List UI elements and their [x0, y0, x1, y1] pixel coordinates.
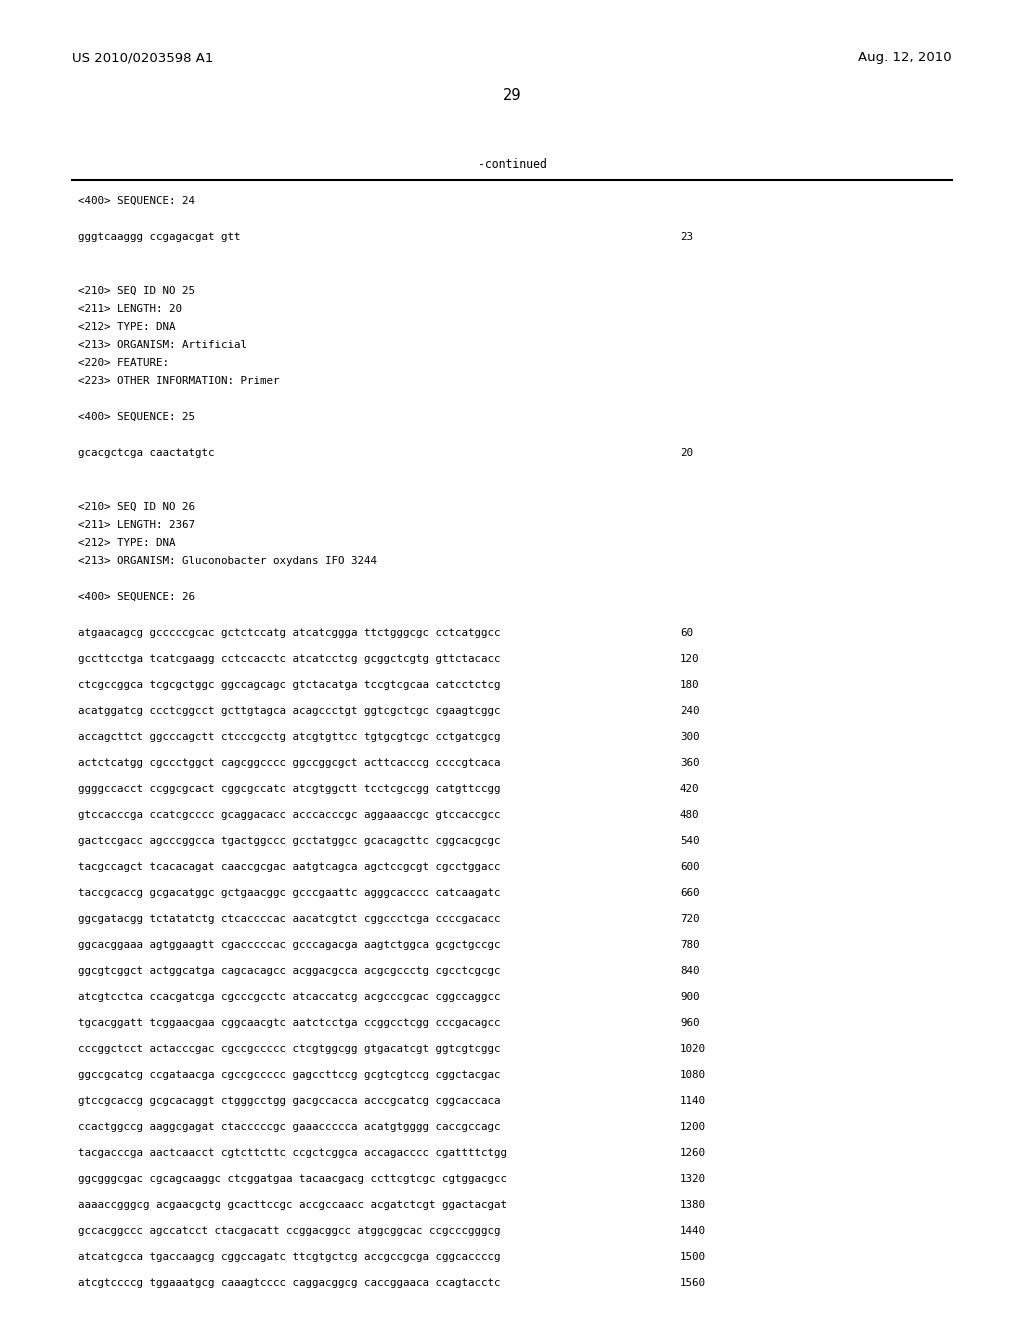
Text: <212> TYPE: DNA: <212> TYPE: DNA [78, 539, 175, 548]
Text: <211> LENGTH: 20: <211> LENGTH: 20 [78, 304, 182, 314]
Text: actctcatgg cgccctggct cagcggcccc ggccggcgct acttcacccg ccccgtcaca: actctcatgg cgccctggct cagcggcccc ggccggc… [78, 758, 501, 768]
Text: atcatcgcca tgaccaagcg cggccagatc ttcgtgctcg accgccgcga cggcaccccg: atcatcgcca tgaccaagcg cggccagatc ttcgtgc… [78, 1251, 501, 1262]
Text: <211> LENGTH: 2367: <211> LENGTH: 2367 [78, 520, 195, 531]
Text: acatggatcg ccctcggcct gcttgtagca acagccctgt ggtcgctcgc cgaagtcggc: acatggatcg ccctcggcct gcttgtagca acagccc… [78, 706, 501, 715]
Text: ggcgtcggct actggcatga cagcacagcc acggacgcca acgcgccctg cgcctcgcgc: ggcgtcggct actggcatga cagcacagcc acggacg… [78, 966, 501, 975]
Text: atgaacagcg gcccccgcac gctctccatg atcatcggga ttctgggcgc cctcatggcc: atgaacagcg gcccccgcac gctctccatg atcatcg… [78, 628, 501, 638]
Text: Aug. 12, 2010: Aug. 12, 2010 [858, 51, 952, 65]
Text: 1560: 1560 [680, 1278, 706, 1288]
Text: 1500: 1500 [680, 1251, 706, 1262]
Text: 420: 420 [680, 784, 699, 795]
Text: cccggctcct actacccgac cgccgccccc ctcgtggcgg gtgacatcgt ggtcgtcggc: cccggctcct actacccgac cgccgccccc ctcgtgg… [78, 1044, 501, 1053]
Text: gccacggccc agccatcct ctacgacatt ccggacggcc atggcggcac ccgcccgggcg: gccacggccc agccatcct ctacgacatt ccggacgg… [78, 1226, 501, 1236]
Text: 960: 960 [680, 1018, 699, 1028]
Text: gcacgctcga caactatgtc: gcacgctcga caactatgtc [78, 447, 214, 458]
Text: atcgtccccg tggaaatgcg caaagtcccc caggacggcg caccggaaca ccagtacctc: atcgtccccg tggaaatgcg caaagtcccc caggacg… [78, 1278, 501, 1288]
Text: 1260: 1260 [680, 1148, 706, 1158]
Text: ggcgatacgg tctatatctg ctcaccccac aacatcgtct cggccctcga ccccgacacc: ggcgatacgg tctatatctg ctcaccccac aacatcg… [78, 913, 501, 924]
Text: 1080: 1080 [680, 1071, 706, 1080]
Text: 480: 480 [680, 810, 699, 820]
Text: 20: 20 [680, 447, 693, 458]
Text: ggccgcatcg ccgataacga cgccgccccc gagccttccg gcgtcgtccg cggctacgac: ggccgcatcg ccgataacga cgccgccccc gagcctt… [78, 1071, 501, 1080]
Text: <212> TYPE: DNA: <212> TYPE: DNA [78, 322, 175, 333]
Text: 360: 360 [680, 758, 699, 768]
Text: atcgtcctca ccacgatcga cgcccgcctc atcaccatcg acgcccgcac cggccaggcc: atcgtcctca ccacgatcga cgcccgcctc atcacca… [78, 993, 501, 1002]
Text: <213> ORGANISM: Artificial: <213> ORGANISM: Artificial [78, 341, 247, 350]
Text: <220> FEATURE:: <220> FEATURE: [78, 358, 169, 368]
Text: 900: 900 [680, 993, 699, 1002]
Text: 240: 240 [680, 706, 699, 715]
Text: -continued: -continued [477, 158, 547, 172]
Text: 1200: 1200 [680, 1122, 706, 1133]
Text: tacgacccga aactcaacct cgtcttcttc ccgctcggca accagacccc cgattttctgg: tacgacccga aactcaacct cgtcttcttc ccgctcg… [78, 1148, 507, 1158]
Text: ggcgggcgac cgcagcaaggc ctcggatgaa tacaacgacg ccttcgtcgc cgtggacgcc: ggcgggcgac cgcagcaaggc ctcggatgaa tacaac… [78, 1173, 507, 1184]
Text: ggggccacct ccggcgcact cggcgccatc atcgtggctt tcctcgccgg catgttccgg: ggggccacct ccggcgcact cggcgccatc atcgtgg… [78, 784, 501, 795]
Text: tgcacggatt tcggaacgaa cggcaacgtc aatctcctga ccggcctcgg cccgacagcc: tgcacggatt tcggaacgaa cggcaacgtc aatctcc… [78, 1018, 501, 1028]
Text: 600: 600 [680, 862, 699, 873]
Text: <210> SEQ ID NO 25: <210> SEQ ID NO 25 [78, 286, 195, 296]
Text: <400> SEQUENCE: 25: <400> SEQUENCE: 25 [78, 412, 195, 422]
Text: 29: 29 [503, 87, 521, 103]
Text: 180: 180 [680, 680, 699, 690]
Text: taccgcaccg gcgacatggc gctgaacggc gcccgaattc agggcacccc catcaagatc: taccgcaccg gcgacatggc gctgaacggc gcccgaa… [78, 888, 501, 898]
Text: 1380: 1380 [680, 1200, 706, 1210]
Text: 60: 60 [680, 628, 693, 638]
Text: <400> SEQUENCE: 26: <400> SEQUENCE: 26 [78, 591, 195, 602]
Text: 300: 300 [680, 733, 699, 742]
Text: 720: 720 [680, 913, 699, 924]
Text: tacgccagct tcacacagat caaccgcgac aatgtcagca agctccgcgt cgcctggacc: tacgccagct tcacacagat caaccgcgac aatgtca… [78, 862, 501, 873]
Text: gggtcaaggg ccgagacgat gtt: gggtcaaggg ccgagacgat gtt [78, 232, 241, 242]
Text: 1140: 1140 [680, 1096, 706, 1106]
Text: 1020: 1020 [680, 1044, 706, 1053]
Text: US 2010/0203598 A1: US 2010/0203598 A1 [72, 51, 213, 65]
Text: 1320: 1320 [680, 1173, 706, 1184]
Text: gactccgacc agcccggcca tgactggccc gcctatggcc gcacagcttc cggcacgcgc: gactccgacc agcccggcca tgactggccc gcctatg… [78, 836, 501, 846]
Text: ggcacggaaa agtggaagtt cgacccccac gcccagacga aagtctggca gcgctgccgc: ggcacggaaa agtggaagtt cgacccccac gcccaga… [78, 940, 501, 950]
Text: 780: 780 [680, 940, 699, 950]
Text: 120: 120 [680, 653, 699, 664]
Text: gtccacccga ccatcgcccc gcaggacacc acccacccgc aggaaaccgc gtccaccgcc: gtccacccga ccatcgcccc gcaggacacc acccacc… [78, 810, 501, 820]
Text: <223> OTHER INFORMATION: Primer: <223> OTHER INFORMATION: Primer [78, 376, 280, 385]
Text: <210> SEQ ID NO 26: <210> SEQ ID NO 26 [78, 502, 195, 512]
Text: ccactggccg aaggcgagat ctacccccgc gaaaccccca acatgtgggg caccgccagc: ccactggccg aaggcgagat ctacccccgc gaaaccc… [78, 1122, 501, 1133]
Text: aaaaccgggcg acgaacgctg gcacttccgc accgccaacc acgatctcgt ggactacgat: aaaaccgggcg acgaacgctg gcacttccgc accgcc… [78, 1200, 507, 1210]
Text: ctcgccggca tcgcgctggc ggccagcagc gtctacatga tccgtcgcaa catcctctcg: ctcgccggca tcgcgctggc ggccagcagc gtctaca… [78, 680, 501, 690]
Text: accagcttct ggcccagctt ctcccgcctg atcgtgttcc tgtgcgtcgc cctgatcgcg: accagcttct ggcccagctt ctcccgcctg atcgtgt… [78, 733, 501, 742]
Text: gtccgcaccg gcgcacaggt ctgggcctgg gacgccacca acccgcatcg cggcaccaca: gtccgcaccg gcgcacaggt ctgggcctgg gacgcca… [78, 1096, 501, 1106]
Text: 540: 540 [680, 836, 699, 846]
Text: gccttcctga tcatcgaagg cctccacctc atcatcctcg gcggctcgtg gttctacacc: gccttcctga tcatcgaagg cctccacctc atcatcc… [78, 653, 501, 664]
Text: 660: 660 [680, 888, 699, 898]
Text: 840: 840 [680, 966, 699, 975]
Text: <400> SEQUENCE: 24: <400> SEQUENCE: 24 [78, 195, 195, 206]
Text: 23: 23 [680, 232, 693, 242]
Text: <213> ORGANISM: Gluconobacter oxydans IFO 3244: <213> ORGANISM: Gluconobacter oxydans IF… [78, 556, 377, 566]
Text: 1440: 1440 [680, 1226, 706, 1236]
